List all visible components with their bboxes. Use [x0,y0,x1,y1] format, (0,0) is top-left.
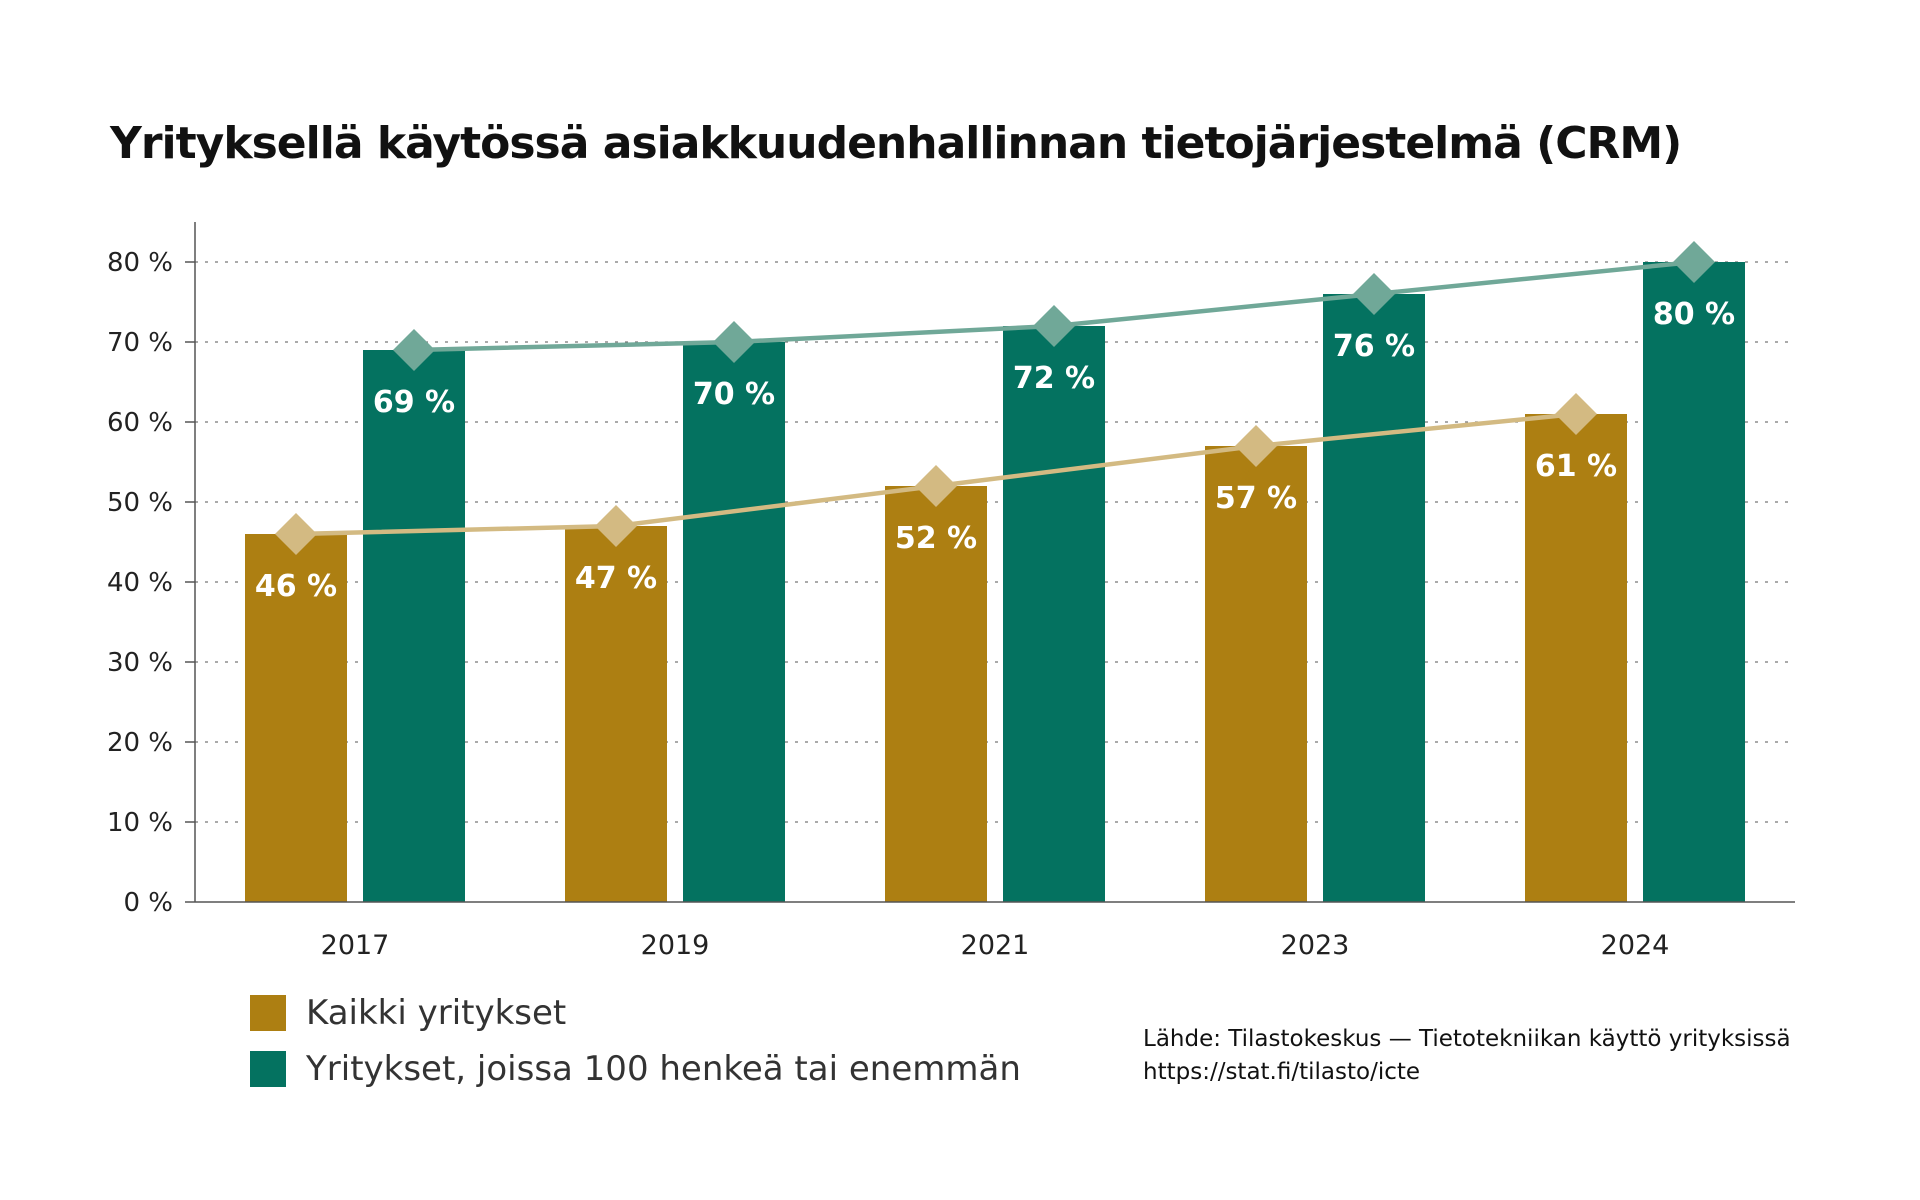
marker-all [595,505,637,547]
bar-large [1003,326,1105,902]
legend-swatch-large [250,1051,286,1087]
y-tick-label: 50 % [107,488,173,518]
data-label-all: 52 % [895,521,977,556]
y-tick-label: 40 % [107,568,173,598]
source-note: Lähde: Tilastokeskus — Tietotekniikan kä… [1143,1023,1791,1089]
data-label-all: 46 % [255,569,337,604]
y-tick-label: 10 % [107,808,173,838]
marker-all [275,513,317,555]
y-tick-label: 0 % [123,888,173,918]
marker-large [1673,241,1715,283]
data-label-large: 70 % [693,377,775,412]
marker-all [1235,425,1277,467]
bar-all [1205,446,1307,902]
y-tick-label: 30 % [107,648,173,678]
data-label-all: 57 % [1215,481,1297,516]
x-tick-label: 2024 [1601,930,1670,961]
y-tick-label: 70 % [107,328,173,358]
x-tick-label: 2019 [641,930,710,961]
bar-all [885,486,987,902]
legend-swatch-all [250,995,286,1031]
bar-all [245,534,347,902]
y-tick-label: 60 % [107,408,173,438]
data-label-large: 80 % [1653,297,1735,332]
data-label-large: 72 % [1013,361,1095,396]
marker-all [1555,393,1597,435]
bar-large [1643,262,1745,902]
source-line: Lähde: Tilastokeskus — Tietotekniikan kä… [1143,1026,1791,1052]
y-tick-label: 20 % [107,728,173,758]
data-label-large: 69 % [373,385,455,420]
bar-large [363,350,465,902]
marker-large [713,321,755,363]
y-tick-label: 80 % [107,248,173,278]
x-tick-label: 2017 [321,930,390,961]
legend-item-all: Kaikki yritykset [250,985,1021,1041]
bar-large [1323,294,1425,902]
marker-large [1353,273,1395,315]
legend-label-large: Yritykset, joissa 100 henkeä tai enemmän [306,1049,1021,1089]
marker-large [1033,305,1075,347]
marker-large [393,329,435,371]
bar-all [1525,414,1627,902]
source-url: https://stat.fi/tilasto/icte [1143,1059,1421,1085]
data-label-all: 61 % [1535,449,1617,484]
legend-item-large: Yritykset, joissa 100 henkeä tai enemmän [250,1041,1021,1097]
x-tick-label: 2023 [1281,930,1350,961]
legend-label-all: Kaikki yritykset [306,993,567,1033]
chart-legend: Kaikki yritykset Yritykset, joissa 100 h… [250,985,1021,1097]
data-label-large: 76 % [1333,329,1415,364]
x-tick-label: 2021 [961,930,1030,961]
marker-all [915,465,957,507]
bar-large [683,342,785,902]
data-label-all: 47 % [575,561,657,596]
chart-title: Yrityksellä käytössä asiakkuudenhallinna… [110,118,1682,169]
bar-all [565,526,667,902]
